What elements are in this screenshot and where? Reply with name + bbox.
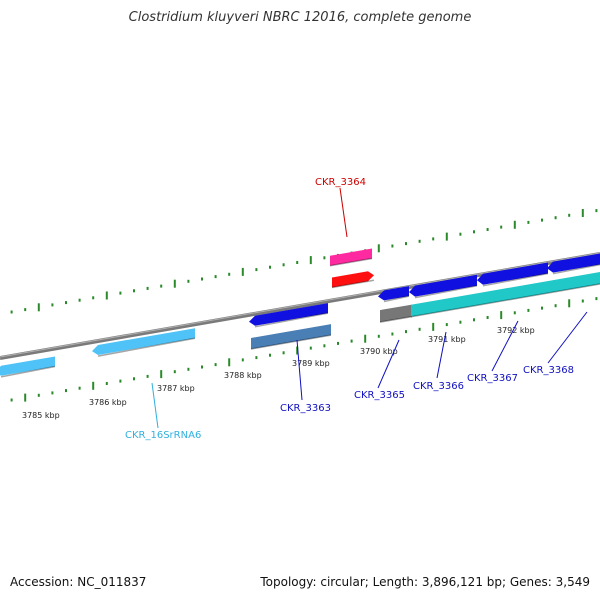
leader-line-3366	[436, 331, 447, 379]
gene-rrna-left[interactable]	[0, 356, 55, 376]
genome-summary-label: Topology: circular; Length: 3,896,121 bp…	[260, 575, 590, 589]
tick-label: 3792 kbp	[497, 326, 535, 335]
leader-line-3363	[296, 339, 303, 401]
leader-line-3364	[339, 187, 348, 238]
gene-label-3366[interactable]: CKR_3366	[413, 381, 464, 392]
tick-label: 3785 kbp	[22, 411, 60, 420]
gene-3365-gray[interactable]	[380, 304, 412, 323]
tick-label: 3786 kbp	[89, 398, 127, 407]
gene-3363-steel[interactable]	[251, 324, 331, 349]
gene-3364-pink[interactable]	[330, 248, 372, 266]
gene-3367-cyan[interactable]	[479, 272, 600, 305]
gene-3366-blue-edge	[414, 285, 478, 299]
gene-3365-blue[interactable]	[378, 286, 409, 301]
gene-3366-cyan-edge	[410, 304, 480, 318]
gene-rrna-left-edge	[0, 365, 56, 378]
genome-axis-highlight	[0, 252, 600, 358]
gene-3364-pink-edge	[329, 257, 373, 267]
gene-3367-blue-edge	[482, 272, 549, 287]
gene-3367-blue[interactable]	[477, 262, 548, 285]
leader-line-3365	[377, 339, 400, 389]
tick-label: 3787 kbp	[157, 384, 195, 393]
gene-3367-cyan-edge	[478, 283, 600, 306]
lower-tick-track	[10, 297, 598, 402]
leader-line-3367	[491, 320, 519, 372]
gene-label-3364[interactable]: CKR_3364	[315, 177, 366, 188]
tick-label: 3791 kbp	[428, 335, 466, 344]
accession-label: Accession: NC_011837	[10, 575, 147, 589]
gene-3368-blue-edge	[552, 263, 600, 275]
gene-rrna-6-edge	[97, 337, 196, 357]
genome-title: Clostridium kluyveri NBRC 12016, complet…	[128, 10, 472, 25]
gene-label-3368[interactable]: CKR_3368	[523, 365, 574, 376]
gene-3365-gray-edge	[379, 315, 413, 323]
gene-3364-red[interactable]	[332, 271, 374, 288]
gene-3363-blue[interactable]	[249, 303, 328, 326]
tick-label: 3789 kbp	[292, 359, 330, 368]
leader-line-rrna	[151, 382, 159, 429]
gene-3366-blue[interactable]	[409, 274, 477, 297]
gene-rrna-6[interactable]	[92, 328, 195, 355]
gene-3363-blue-edge	[254, 312, 329, 328]
leader-lines	[151, 187, 588, 429]
gene-3368-blue[interactable]	[547, 253, 600, 273]
gene-3363-steel-edge	[250, 334, 332, 350]
gene-3365-blue-edge	[383, 295, 410, 303]
tick-label: 3788 kbp	[224, 371, 262, 380]
gene-3366-cyan[interactable]	[411, 293, 479, 317]
tick-label: 3790 kbp	[360, 347, 398, 356]
gene-label-3363[interactable]: CKR_3363	[280, 403, 331, 414]
upper-tick-track	[10, 209, 598, 314]
leader-line-3368	[547, 311, 588, 364]
gene-3364-red-edge	[331, 279, 375, 289]
gene-label-rrna[interactable]: CKR_16SrRNA6	[125, 430, 201, 441]
gene-label-3367[interactable]: CKR_3367	[467, 373, 518, 384]
gene-label-3365[interactable]: CKR_3365	[354, 390, 405, 401]
